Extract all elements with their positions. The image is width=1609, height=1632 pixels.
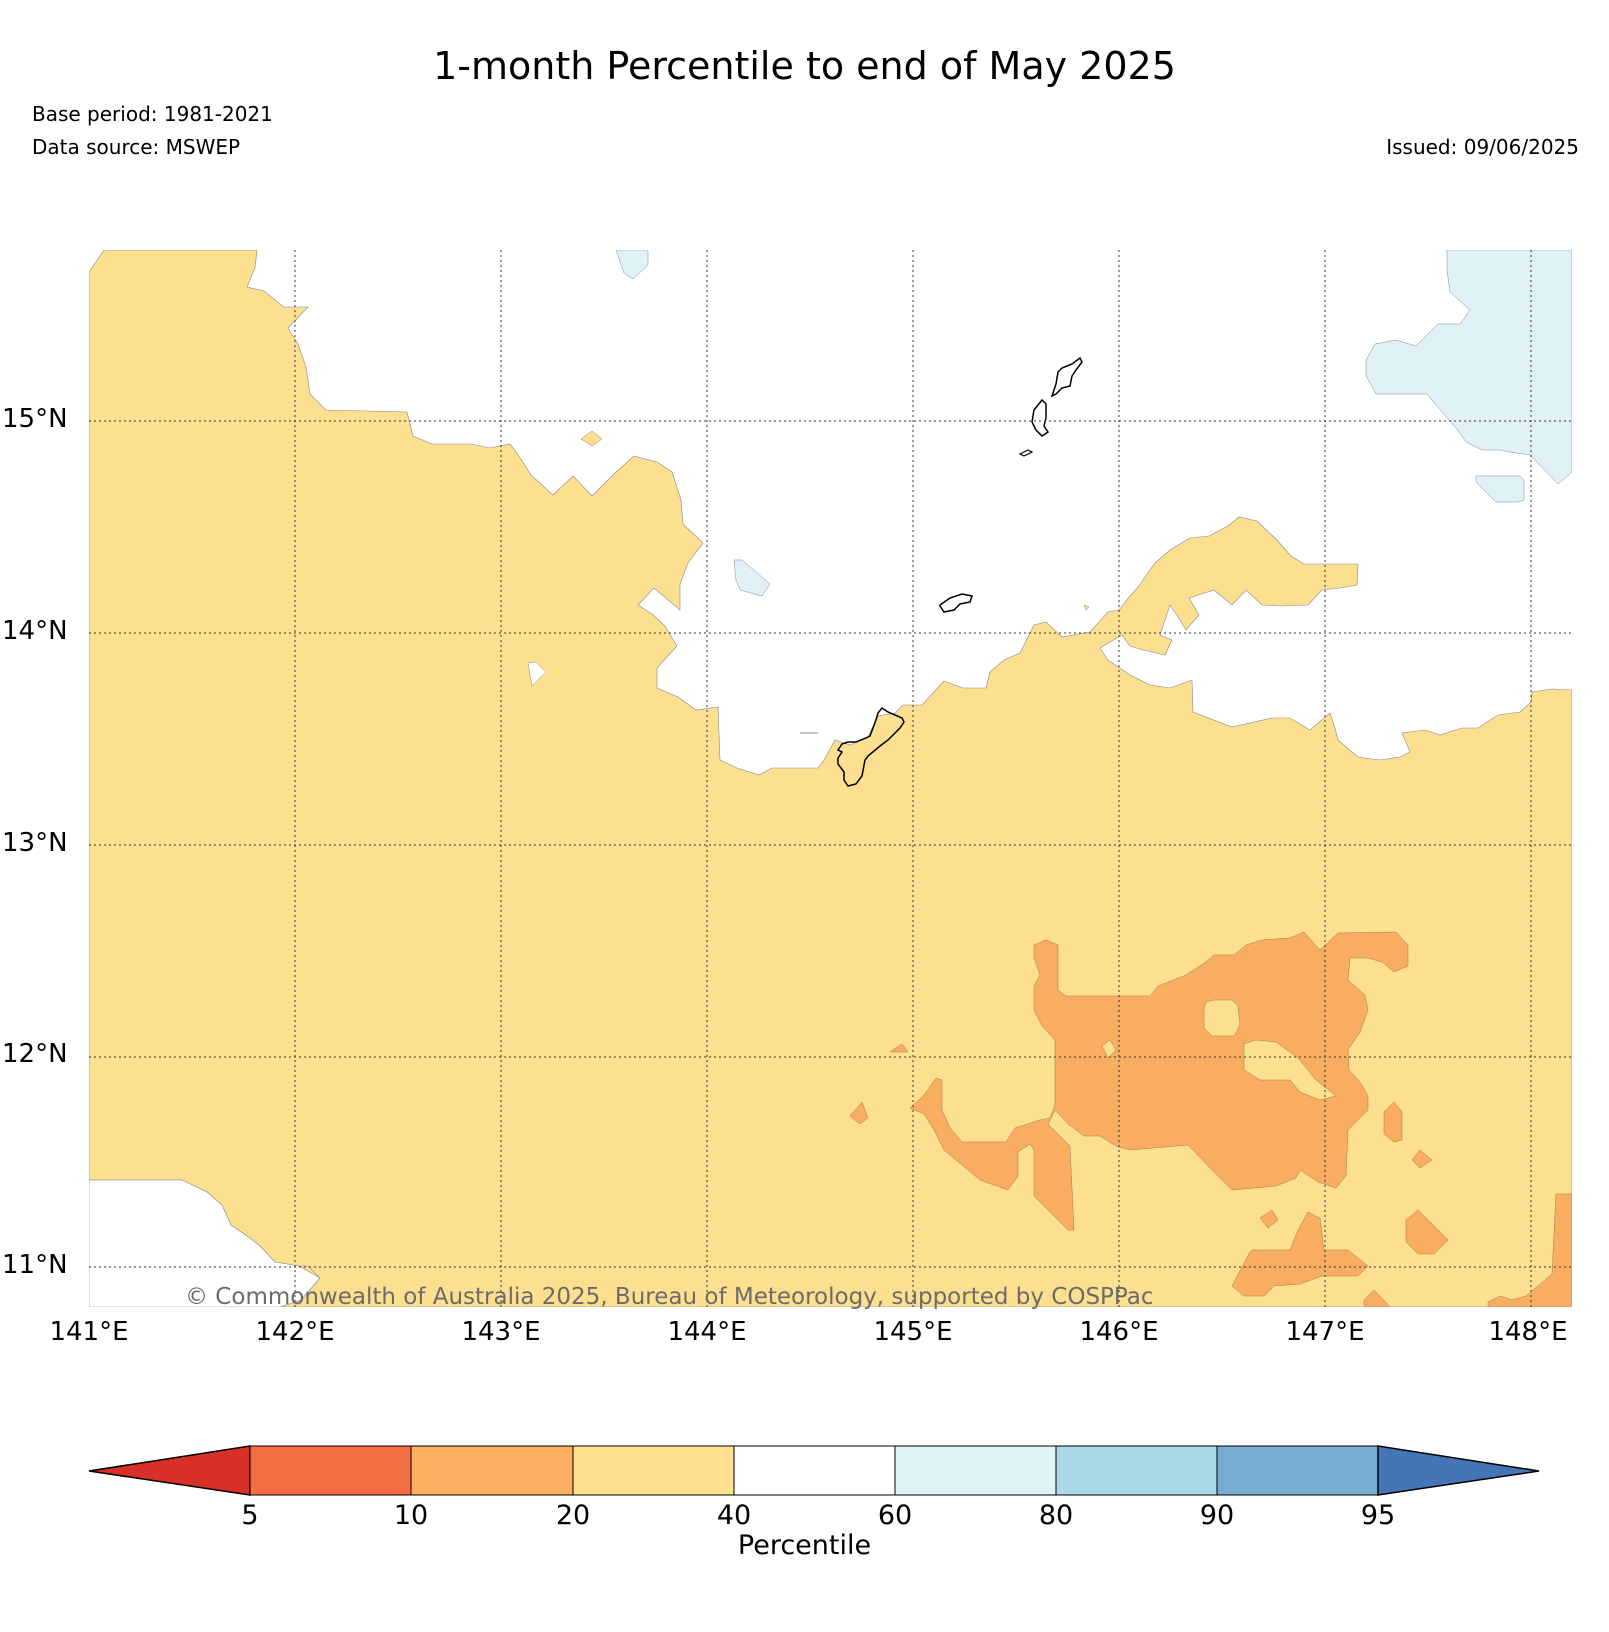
island-guam <box>836 706 905 787</box>
colorbar-tick-80: 80 <box>1038 1500 1074 1531</box>
colorbar-tick-40: 40 <box>716 1500 752 1531</box>
lon-label-146e: 146°E <box>1079 1317 1159 1347</box>
hole-20-40-a <box>1203 999 1241 1037</box>
lat-label-15n: 15°N <box>2 404 68 434</box>
lon-label-147e: 147°E <box>1285 1317 1365 1347</box>
island-aguijan <box>1018 449 1034 457</box>
grid-lines <box>89 250 1572 1307</box>
region-60-80-north <box>615 250 649 280</box>
islet-20-40 <box>580 430 603 447</box>
region-60-80-center <box>733 559 771 597</box>
region-60-80-ne-small <box>1475 475 1525 503</box>
lon-label-144e: 144°E <box>667 1317 747 1347</box>
colorbar-segment-above-95 <box>1377 1445 1540 1496</box>
patch-10-20-2 <box>849 1101 869 1125</box>
colorbar-segment-20-40 <box>572 1445 735 1496</box>
colorbar-tick-95: 95 <box>1360 1500 1396 1531</box>
colorbar-tick-60: 60 <box>877 1500 913 1531</box>
colorbar-label: Percentile <box>737 1530 872 1561</box>
colorbar-segment-below-5 <box>88 1445 251 1496</box>
colorbar-tick-10: 10 <box>393 1500 429 1531</box>
colorbar-segment-60-80 <box>894 1445 1057 1496</box>
hole-20-40-b <box>1243 1039 1337 1101</box>
colorbar-tick-5: 5 <box>241 1500 259 1531</box>
lon-label-148e: 148°E <box>1488 1317 1568 1347</box>
lon-label-145e: 145°E <box>873 1317 953 1347</box>
colorbar-tick-90: 90 <box>1199 1500 1235 1531</box>
island-rota <box>939 593 973 613</box>
map-title: 1-month Percentile to end of May 2025 <box>433 44 1176 88</box>
copyright-credit: © Commonwealth of Australia 2025, Bureau… <box>185 1284 1154 1310</box>
data-source: Data source: MSWEP <box>32 135 241 159</box>
colorbar-segment-10-20 <box>410 1445 574 1496</box>
lat-label-14n: 14°N <box>2 616 68 646</box>
patch-10-20-6 <box>1405 1209 1449 1255</box>
islet-20-40-small <box>1083 604 1090 611</box>
patch-10-20-7 <box>1231 1211 1369 1297</box>
patch-10-20-9 <box>1487 1193 1572 1307</box>
colorbar-segment-5-10 <box>249 1445 412 1496</box>
lat-label-11n: 11°N <box>2 1250 68 1280</box>
hole-normal <box>527 661 547 687</box>
normal-range-area-sw <box>89 1179 321 1307</box>
lat-label-13n: 13°N <box>2 828 68 858</box>
region-60-80-ne <box>1365 250 1572 485</box>
patch-10-20-3 <box>1383 1101 1403 1143</box>
region-10-20-main <box>909 931 1409 1231</box>
colorbar-segment-40-60 <box>733 1445 896 1496</box>
patch-10-20-8 <box>1363 1289 1391 1307</box>
lon-label-142e: 142°E <box>255 1317 335 1347</box>
colorbar-tick-20: 20 <box>555 1500 591 1531</box>
island-tinian <box>1031 398 1050 437</box>
colorbar-segment-90-95 <box>1216 1445 1379 1496</box>
patch-10-20-5 <box>1259 1209 1279 1229</box>
issued-date: Issued: 09/06/2025 <box>1386 135 1579 159</box>
lat-label-12n: 12°N <box>2 1039 68 1069</box>
lon-label-143e: 143°E <box>461 1317 541 1347</box>
base-period: Base period: 1981-2021 <box>32 102 273 126</box>
patch-10-20-1 <box>889 1043 909 1053</box>
patch-10-20-4 <box>1411 1149 1433 1169</box>
colorbar-segment-80-90 <box>1055 1445 1218 1496</box>
island-saipan <box>1050 356 1083 398</box>
lon-label-141e: 141°E <box>49 1317 129 1347</box>
hole-20-40-c <box>1101 1039 1117 1059</box>
